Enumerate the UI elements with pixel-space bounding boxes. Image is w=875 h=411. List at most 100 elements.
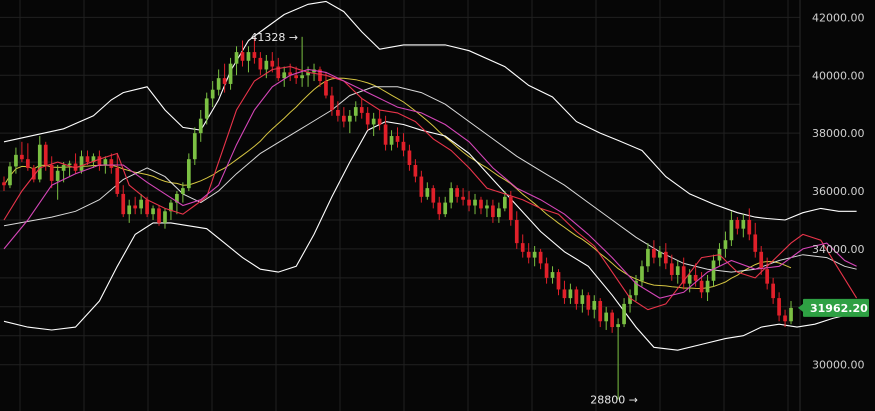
- candle: [777, 292, 781, 322]
- candle: [282, 66, 287, 87]
- candle-body: [628, 295, 632, 304]
- candle-body: [270, 60, 275, 67]
- last-price-label: 31962.20: [810, 302, 868, 315]
- y-tick-label: 40000.00: [812, 69, 865, 82]
- candle: [550, 266, 555, 284]
- candle: [658, 246, 662, 267]
- candle: [568, 283, 573, 304]
- last-price-tag: 31962.20: [798, 298, 869, 317]
- candle-body: [395, 136, 400, 142]
- candle: [532, 246, 537, 267]
- candle: [747, 208, 752, 241]
- candle-body: [336, 109, 340, 116]
- candle: [419, 170, 424, 203]
- candle-body: [353, 107, 358, 116]
- candle-body: [37, 144, 42, 180]
- candle: [759, 246, 764, 275]
- candle-body: [371, 118, 376, 125]
- candle-body: [115, 167, 120, 194]
- candle-body: [258, 57, 263, 70]
- candle-body: [556, 272, 561, 290]
- candle-body: [79, 156, 84, 171]
- candle: [598, 298, 603, 328]
- candle: [681, 257, 686, 290]
- indicator-layer-front: [3, 66, 858, 311]
- candle: [79, 150, 84, 174]
- candle-body: [240, 52, 245, 61]
- candle: [276, 57, 281, 82]
- candle: [91, 153, 96, 168]
- candle: [741, 214, 746, 238]
- annotations: 41328 → 28800 →: [250, 31, 638, 407]
- candle-body: [103, 159, 108, 165]
- candle-body: [592, 301, 597, 310]
- candle: [330, 86, 334, 116]
- candle-body: [640, 266, 644, 281]
- candle: [49, 156, 54, 189]
- candle: [31, 164, 36, 183]
- candle-body: [377, 118, 382, 125]
- price-axis: 42000.00 40000.00 38000.00 36000.00 34000.00…: [812, 11, 865, 371]
- candle-body: [598, 301, 603, 322]
- candle: [497, 202, 501, 223]
- candle-body: [419, 176, 424, 197]
- candle-body: [705, 280, 710, 293]
- y-tick-label: 42000.00: [812, 11, 865, 24]
- candle-body: [741, 219, 746, 229]
- candle-body: [538, 251, 543, 264]
- annotation-low: 28800 →: [590, 393, 638, 406]
- candle-body: [675, 266, 680, 275]
- candle: [204, 92, 209, 125]
- candle-body: [282, 72, 287, 79]
- candle-body: [216, 78, 221, 90]
- grid: [0, 0, 801, 411]
- candle-body: [67, 163, 72, 165]
- candle: [157, 205, 161, 226]
- candle-body: [479, 199, 483, 209]
- candle: [73, 153, 78, 174]
- candle: [461, 188, 465, 206]
- candle: [97, 150, 102, 171]
- candle: [735, 217, 740, 235]
- candle-body: [342, 115, 346, 122]
- candle: [449, 182, 454, 209]
- candle: [228, 57, 233, 90]
- candle: [246, 46, 251, 73]
- candle: [359, 98, 364, 119]
- candle-body: [699, 280, 704, 293]
- candle: [544, 257, 549, 284]
- candle-body: [2, 182, 6, 186]
- candle-body: [771, 283, 775, 299]
- candle-body: [383, 124, 388, 145]
- candle: [646, 243, 650, 273]
- candle: [240, 40, 245, 67]
- candle-body: [288, 72, 293, 76]
- candle: [139, 193, 143, 215]
- candle-body: [198, 118, 203, 134]
- candle: [300, 36, 304, 87]
- candle-body: [669, 263, 674, 275]
- candle-body: [580, 295, 585, 304]
- candle: [669, 254, 674, 281]
- candle: [765, 257, 770, 290]
- candle-body: [443, 202, 448, 215]
- candle-body: [568, 289, 573, 299]
- candle: [216, 69, 221, 96]
- candle-body: [544, 263, 549, 278]
- candle: [753, 222, 758, 258]
- candle: [264, 54, 269, 79]
- candle-body: [747, 219, 752, 235]
- candle-body: [359, 107, 364, 113]
- candle: [186, 153, 191, 192]
- candle-body: [687, 274, 692, 284]
- candle-body: [663, 251, 668, 264]
- candle-body: [729, 219, 734, 241]
- candle: [705, 274, 710, 302]
- candle-body: [43, 144, 48, 165]
- candle-body: [753, 234, 758, 252]
- y-tick-label: 34000.00: [812, 243, 865, 256]
- candle: [395, 127, 400, 148]
- candle-body: [55, 170, 60, 181]
- candle: [67, 160, 72, 177]
- candle: [181, 182, 185, 203]
